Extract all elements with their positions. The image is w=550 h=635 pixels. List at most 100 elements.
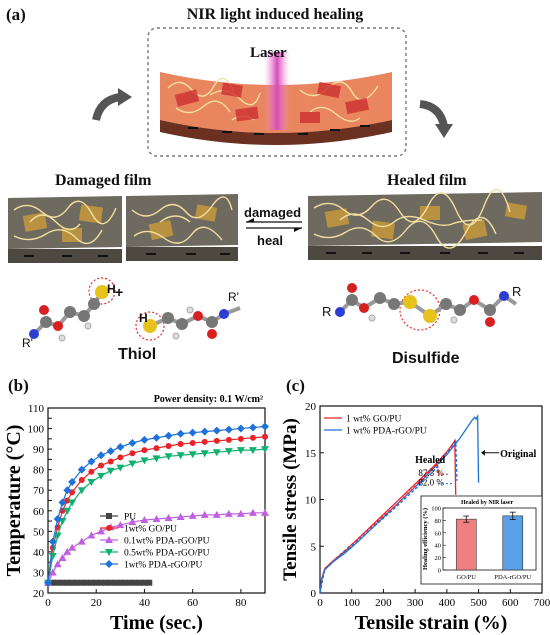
data-point xyxy=(236,424,245,433)
data-point xyxy=(131,579,138,586)
x-tick-label: 0 xyxy=(45,597,51,609)
legend-entry: 1wt% PDA-rGO/PU xyxy=(124,561,203,571)
data-point xyxy=(48,553,57,560)
data-point xyxy=(53,532,62,540)
inset-category-label: PDA-rGO/PU xyxy=(494,574,531,581)
data-point xyxy=(188,428,197,437)
thiol-h-atom-1: H xyxy=(107,282,116,296)
efficiency-label-2: 82.0 % xyxy=(418,477,444,487)
data-point xyxy=(152,455,161,463)
data-point xyxy=(212,426,221,435)
y-tick-label: 100 xyxy=(28,424,45,436)
y-tick-label: 50 xyxy=(33,526,45,538)
x-tick-label: 400 xyxy=(439,597,456,609)
data-point xyxy=(153,445,160,452)
data-point xyxy=(237,435,244,442)
thiol-h-atom-2: H xyxy=(139,311,148,325)
data-point xyxy=(224,448,233,456)
data-point xyxy=(248,508,257,516)
x-tick-label: 300 xyxy=(407,597,424,609)
y-tick-label: 20 xyxy=(305,401,317,413)
disulfide-sulfur-1 xyxy=(403,295,417,309)
y-tick-label: 5 xyxy=(311,541,317,553)
healed-film-label: Healed film xyxy=(387,172,467,189)
stress-strain-curve-3 xyxy=(319,439,458,594)
thiol-oxygen-1 xyxy=(39,305,49,315)
inset-bar xyxy=(502,515,524,571)
legend-entry: 1 wt% PDA-rGO/PU xyxy=(346,427,427,437)
data-point xyxy=(248,423,257,432)
x-tick-label: 200 xyxy=(375,597,392,609)
data-point xyxy=(225,436,232,443)
data-point xyxy=(77,487,86,495)
data-point xyxy=(224,425,233,434)
x-tick-label: 600 xyxy=(502,597,519,609)
data-point xyxy=(126,579,133,586)
inset-y-tick-label: 100 xyxy=(431,506,441,513)
data-point xyxy=(176,512,185,520)
data-point xyxy=(63,486,72,495)
data-point xyxy=(188,451,197,459)
damaged-film xyxy=(8,194,238,263)
inset-y-tick-label: 60 xyxy=(435,530,442,537)
data-point xyxy=(107,458,114,465)
thiol-sulfur-2 xyxy=(143,319,157,333)
data-point xyxy=(87,457,96,466)
right-arrow-head xyxy=(435,124,453,138)
y-tick-label: 70 xyxy=(33,485,45,497)
data-point xyxy=(98,462,105,469)
series-2 xyxy=(44,508,269,586)
x-axis-label: Tensile strain (%) xyxy=(355,612,508,634)
data-point xyxy=(63,507,72,515)
data-point xyxy=(128,518,137,526)
data-point xyxy=(48,537,57,546)
data-point xyxy=(88,579,95,586)
thiol-highlight-1 xyxy=(88,277,116,305)
right-curved-arrow xyxy=(419,100,448,127)
laser-beam xyxy=(264,52,290,130)
data-point xyxy=(59,579,66,586)
data-point xyxy=(58,554,67,562)
data-point xyxy=(116,521,125,529)
data-point xyxy=(98,579,105,586)
data-point xyxy=(164,431,173,440)
y-tick-label: 90 xyxy=(33,444,45,456)
thiol-r-prime-1: R' xyxy=(228,290,239,304)
data-point xyxy=(88,468,95,475)
data-point xyxy=(77,537,86,545)
data-point xyxy=(117,454,124,461)
data-point xyxy=(53,515,62,523)
data-point xyxy=(249,434,256,441)
data-point xyxy=(97,472,106,480)
data-point xyxy=(189,439,196,446)
left-arrow-head xyxy=(118,88,132,106)
data-point xyxy=(49,579,56,586)
nir-healing-title: NIR light induced healing xyxy=(186,6,364,23)
y-tick-label: 40 xyxy=(33,547,45,559)
laser-film-side xyxy=(160,120,392,145)
legend-entry: 0.5wt% PDA-rGO/PU xyxy=(124,549,210,559)
legend-marker xyxy=(105,549,113,556)
x-tick-label: 40 xyxy=(139,597,151,609)
legend-marker xyxy=(105,536,113,543)
data-point xyxy=(146,579,153,586)
efficiency-label-1: 87.3 % xyxy=(418,468,444,478)
data-point xyxy=(140,457,149,465)
legend-entry: 1 wt% GO/PU xyxy=(346,415,402,425)
data-point xyxy=(87,479,96,486)
data-point xyxy=(128,460,137,468)
thiol-label: Thiol xyxy=(118,346,157,363)
data-point xyxy=(68,478,77,486)
thiol-sulfur-1 xyxy=(95,285,109,299)
data-point xyxy=(176,429,185,438)
thiol-r-prime-2: R' xyxy=(22,336,33,350)
inset-y-tick-label: 40 xyxy=(435,543,442,550)
data-point xyxy=(112,579,119,586)
data-point xyxy=(200,450,209,458)
data-point xyxy=(73,579,80,586)
data-point xyxy=(188,511,197,519)
left-curved-arrow xyxy=(92,93,121,121)
damaged-film-label: Damaged film xyxy=(55,172,152,189)
data-point xyxy=(44,578,52,587)
original-label: Original xyxy=(500,449,536,460)
